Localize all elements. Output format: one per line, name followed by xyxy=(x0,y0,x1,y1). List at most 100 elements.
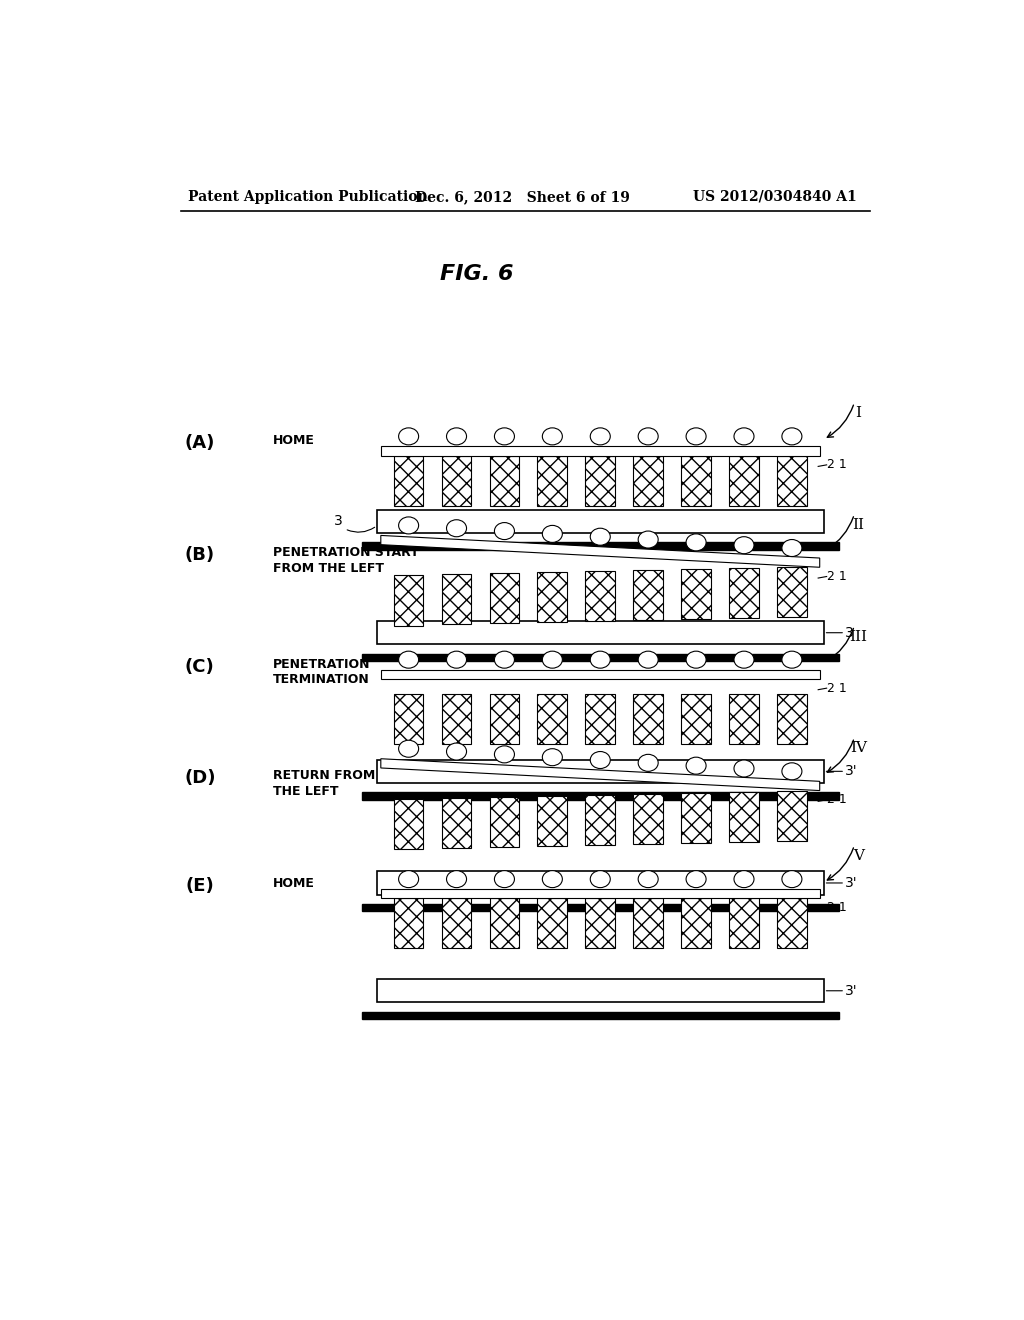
Text: (A): (A) xyxy=(184,434,215,453)
Text: FIG. 6: FIG. 6 xyxy=(440,264,514,284)
Bar xyxy=(394,455,424,506)
Bar xyxy=(381,446,819,455)
Bar xyxy=(441,574,471,624)
Bar xyxy=(489,797,519,846)
Text: II: II xyxy=(852,517,864,532)
Text: FROM THE LEFT: FROM THE LEFT xyxy=(273,561,384,574)
Bar xyxy=(681,899,711,949)
Text: (C): (C) xyxy=(185,657,215,676)
Bar xyxy=(538,796,567,846)
Ellipse shape xyxy=(734,760,754,777)
Bar xyxy=(538,455,567,506)
Ellipse shape xyxy=(446,428,467,445)
Bar xyxy=(377,760,823,783)
Ellipse shape xyxy=(638,531,658,548)
Bar xyxy=(729,899,759,949)
Text: Patent Application Publication: Patent Application Publication xyxy=(188,190,428,203)
Ellipse shape xyxy=(446,651,467,668)
Bar xyxy=(361,904,839,911)
Text: 3': 3' xyxy=(845,983,858,998)
Ellipse shape xyxy=(543,748,562,766)
Ellipse shape xyxy=(398,651,419,668)
Bar xyxy=(586,795,615,845)
Text: (E): (E) xyxy=(185,876,214,895)
Ellipse shape xyxy=(543,428,562,445)
Bar xyxy=(381,669,819,678)
Text: US 2012/0304840 A1: US 2012/0304840 A1 xyxy=(692,190,856,203)
Text: 3: 3 xyxy=(845,626,854,640)
Bar xyxy=(586,572,615,622)
Bar xyxy=(777,791,807,841)
Bar xyxy=(394,576,424,626)
Ellipse shape xyxy=(590,528,610,545)
Bar xyxy=(394,694,424,744)
Ellipse shape xyxy=(398,871,419,887)
Bar xyxy=(633,694,663,744)
Bar xyxy=(377,510,823,533)
Bar xyxy=(489,573,519,623)
Text: 2 1: 2 1 xyxy=(827,570,847,583)
Ellipse shape xyxy=(734,537,754,553)
Ellipse shape xyxy=(495,871,514,887)
Ellipse shape xyxy=(782,540,802,557)
Ellipse shape xyxy=(590,871,610,887)
Ellipse shape xyxy=(686,871,707,887)
Ellipse shape xyxy=(543,651,562,668)
Bar xyxy=(681,694,711,744)
Ellipse shape xyxy=(495,651,514,668)
Text: TERMINATION: TERMINATION xyxy=(273,673,370,686)
Bar xyxy=(441,455,471,506)
Ellipse shape xyxy=(734,871,754,887)
Ellipse shape xyxy=(543,525,562,543)
Bar xyxy=(633,793,663,843)
Bar xyxy=(441,797,471,847)
Text: V: V xyxy=(853,849,863,863)
Bar xyxy=(377,979,823,1002)
Ellipse shape xyxy=(398,517,419,533)
Ellipse shape xyxy=(495,523,514,540)
Ellipse shape xyxy=(734,428,754,445)
Bar xyxy=(729,694,759,744)
Bar xyxy=(394,899,424,949)
Bar xyxy=(777,568,807,618)
Text: 3: 3 xyxy=(334,513,343,528)
Bar xyxy=(489,455,519,506)
Bar xyxy=(777,455,807,506)
Text: IV: IV xyxy=(850,742,866,755)
Bar xyxy=(633,899,663,949)
Bar xyxy=(777,899,807,949)
Text: 2 1: 2 1 xyxy=(827,793,847,807)
Ellipse shape xyxy=(446,520,467,537)
Bar xyxy=(729,455,759,506)
Bar xyxy=(361,543,839,549)
Text: (D): (D) xyxy=(184,770,216,787)
Bar xyxy=(361,1011,839,1019)
Ellipse shape xyxy=(638,428,658,445)
Ellipse shape xyxy=(782,428,802,445)
Ellipse shape xyxy=(686,533,707,550)
Ellipse shape xyxy=(782,651,802,668)
Ellipse shape xyxy=(590,428,610,445)
Bar xyxy=(361,792,839,800)
Bar xyxy=(586,455,615,506)
Ellipse shape xyxy=(638,651,658,668)
Text: Dec. 6, 2012   Sheet 6 of 19: Dec. 6, 2012 Sheet 6 of 19 xyxy=(416,190,631,203)
Bar xyxy=(377,622,823,644)
Bar xyxy=(381,890,819,899)
Text: PENETRATION: PENETRATION xyxy=(273,657,371,671)
Bar xyxy=(538,899,567,949)
Polygon shape xyxy=(381,536,819,568)
Text: I: I xyxy=(855,407,861,420)
Text: 3': 3' xyxy=(845,876,858,890)
Ellipse shape xyxy=(543,871,562,887)
Bar xyxy=(377,871,823,895)
Text: 3': 3' xyxy=(845,764,858,779)
Bar xyxy=(538,573,567,623)
Bar xyxy=(681,792,711,842)
Ellipse shape xyxy=(686,651,707,668)
Bar xyxy=(729,569,759,618)
Ellipse shape xyxy=(782,763,802,780)
Bar xyxy=(633,455,663,506)
Bar xyxy=(681,569,711,619)
Text: HOME: HOME xyxy=(273,434,315,447)
